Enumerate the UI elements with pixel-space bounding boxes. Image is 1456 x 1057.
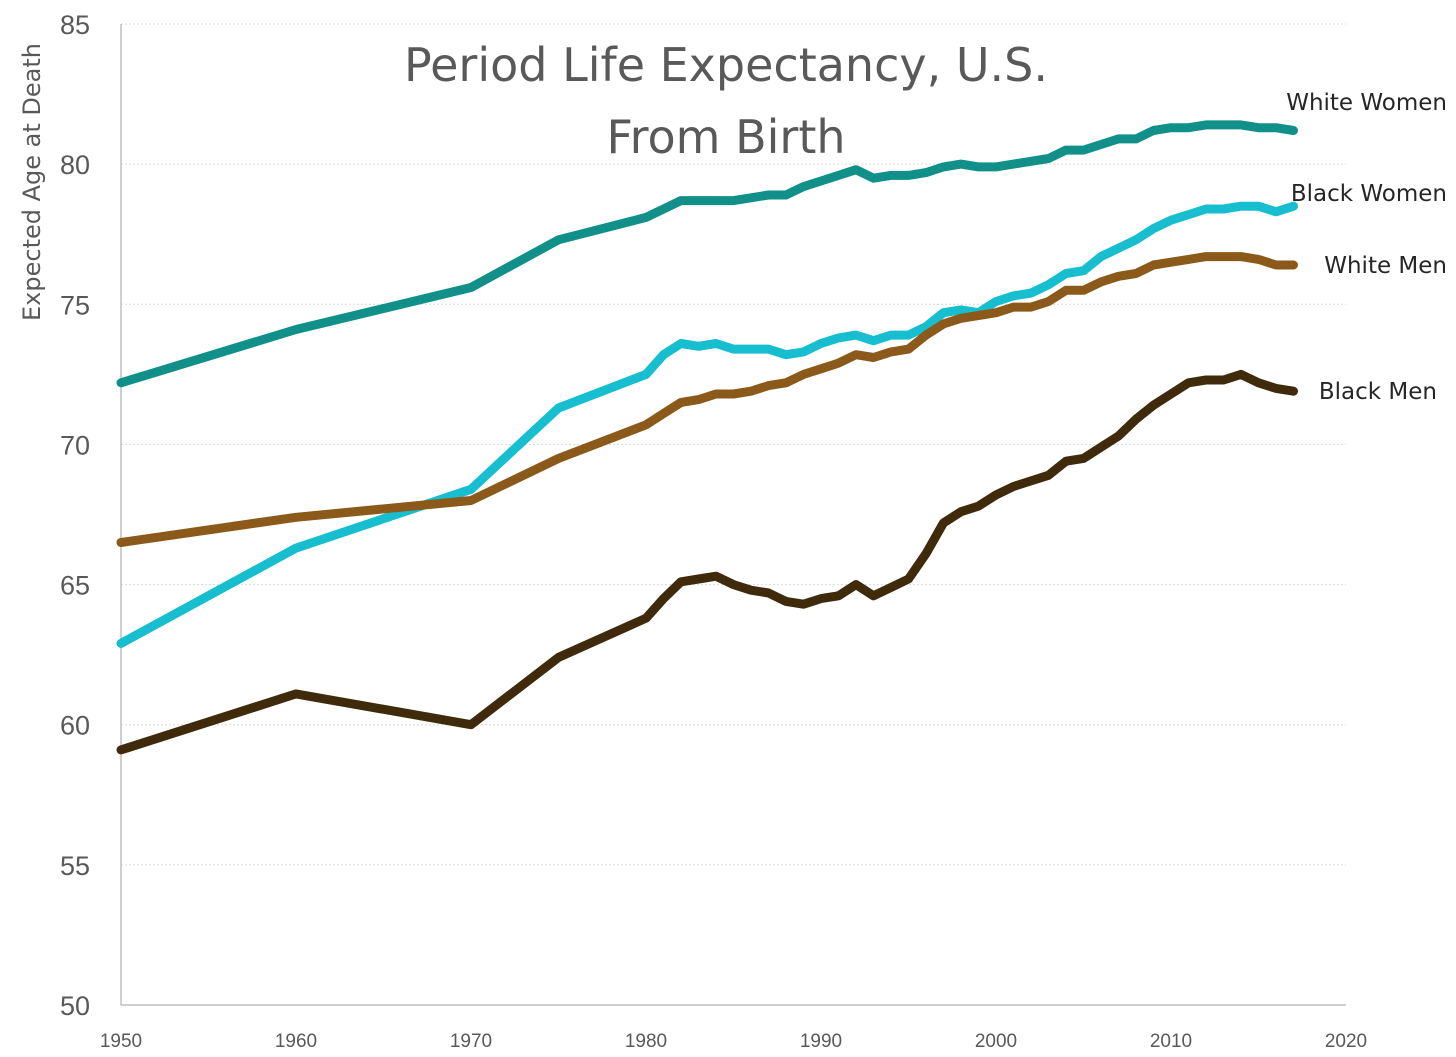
series-line-white-women [116,120,1298,388]
x-tick-label: 2000 [975,1031,1017,1052]
y-tick-label: 60 [60,711,90,741]
y-tick-label: 50 [60,991,90,1021]
series-line-black-men [116,369,1298,755]
y-tick-label: 80 [60,150,90,180]
series-line-black-women [116,201,1298,648]
series-label-black-men: Black Men [1319,379,1437,405]
x-tick-label: 1950 [100,1031,142,1052]
x-tick-label: 1960 [275,1031,317,1052]
series-label-white-men: White Men [1324,253,1447,279]
y-tick-label: 75 [60,290,90,320]
chart-title-line-2: From Birth [606,110,845,164]
series-line-white-men [116,252,1298,547]
x-tick-label: 1970 [450,1031,492,1052]
x-tick-label: 1990 [800,1031,842,1052]
y-tick-label: 85 [60,10,90,40]
series-label-white-women: White Women [1286,90,1447,116]
y-tick-labels: 50 55 60 65 70 75 80 85 [60,10,90,1021]
x-tick-label: 1980 [625,1031,667,1052]
x-tick-label: 2010 [1150,1031,1192,1052]
series-labels: White Women Black Women White Men Black Men [1286,90,1447,405]
series-label-black-women: Black Women [1291,181,1447,207]
x-tick-labels: 1950 1960 1970 1980 1990 2000 2010 2020 [100,1031,1367,1052]
y-axis-label: Expected Age at Death [18,43,46,321]
series-lines [116,120,1298,755]
y-tick-label: 55 [60,851,90,881]
x-tick-label: 2020 [1325,1031,1367,1052]
y-tick-label: 65 [60,571,90,601]
chart-title-line-1: Period Life Expectancy, U.S. [404,38,1048,92]
y-tick-label: 70 [60,430,90,460]
